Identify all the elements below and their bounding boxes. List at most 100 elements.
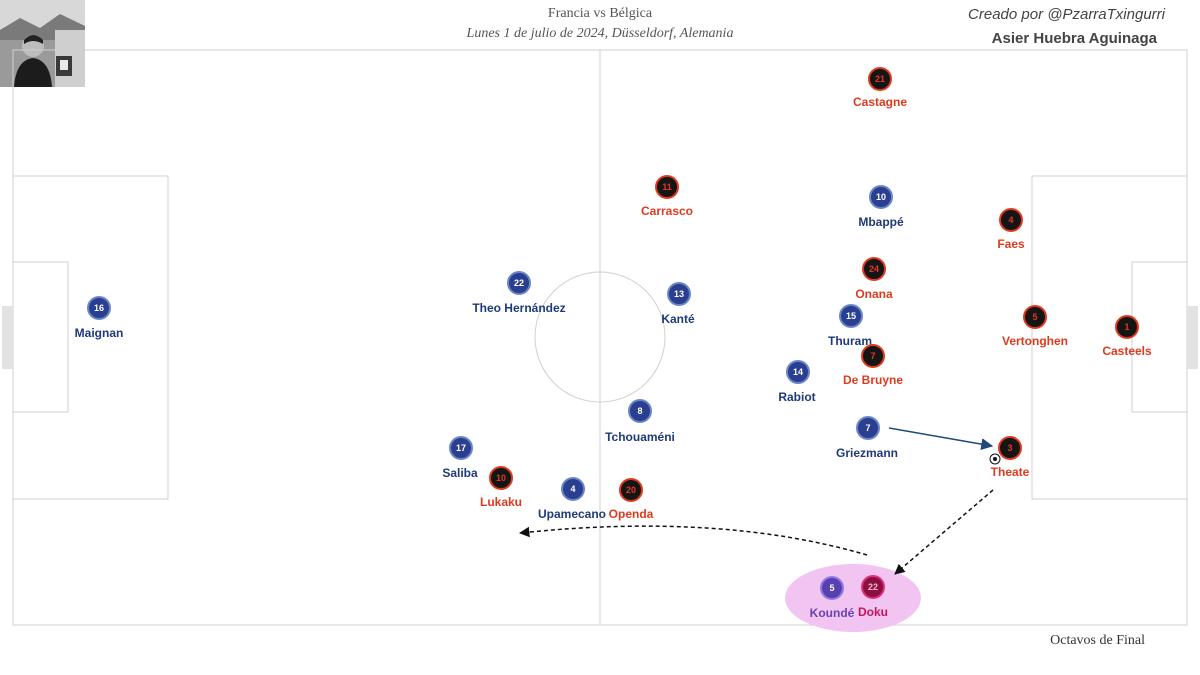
player-name: Casteels bbox=[1102, 344, 1152, 358]
center-circle bbox=[534, 271, 666, 403]
player-name: Saliba bbox=[442, 466, 478, 480]
player-vertonghen: 5 Vertonghen bbox=[1002, 305, 1068, 348]
player-castagne: 21 Castagne bbox=[853, 67, 907, 109]
player-number: 20 bbox=[626, 485, 636, 495]
player-mbappe: 10 Mbappé bbox=[858, 185, 904, 229]
player-number: 13 bbox=[674, 289, 684, 299]
player-marker bbox=[1023, 305, 1047, 329]
pass-arrow-doku-cross bbox=[518, 525, 868, 556]
player-name: Carrasco bbox=[641, 204, 693, 218]
player-name: Vertonghen bbox=[1002, 334, 1068, 348]
player-number: 5 bbox=[1032, 312, 1037, 322]
player-number: 17 bbox=[456, 443, 466, 453]
player-marker bbox=[1115, 315, 1139, 339]
player-marker bbox=[839, 304, 863, 328]
player-tchouameni: 8 Tchouaméni bbox=[605, 399, 675, 444]
player-marker bbox=[507, 271, 531, 295]
griezmann-run-arrow bbox=[888, 427, 994, 451]
player-name: Lukaku bbox=[480, 495, 522, 509]
ball-icon bbox=[989, 453, 1001, 465]
player-kounde: 5 Koundé bbox=[810, 576, 855, 620]
player-faes: 4 Faes bbox=[997, 208, 1025, 251]
player-kante: 13 Kanté bbox=[661, 282, 695, 326]
player-marker bbox=[856, 416, 880, 440]
player-marker bbox=[862, 257, 886, 281]
right-goal-area bbox=[1131, 261, 1188, 413]
match-title: Francia vs Bélgica bbox=[547, 6, 653, 21]
player-theo-hernandez: 22 Theo Hernández bbox=[472, 271, 566, 315]
player-marker bbox=[786, 360, 810, 384]
player-name: Castagne bbox=[853, 95, 907, 109]
player-openda: 20 Openda bbox=[609, 478, 654, 521]
player-marker bbox=[628, 399, 652, 423]
player-carrasco: 11 Carrasco bbox=[641, 175, 693, 218]
player-saliba: 17 Saliba bbox=[442, 436, 478, 480]
player-name: Theate bbox=[991, 465, 1030, 479]
player-name: Doku bbox=[858, 605, 888, 619]
left-goal bbox=[2, 306, 13, 369]
player-number: 4 bbox=[1008, 215, 1013, 225]
player-number: 7 bbox=[865, 423, 870, 433]
player-marker bbox=[449, 436, 473, 460]
player-number: 1 bbox=[1124, 322, 1129, 332]
player-name: Koundé bbox=[810, 606, 855, 620]
player-name: Maignan bbox=[75, 326, 124, 340]
player-marker bbox=[489, 466, 513, 490]
author-name: Asier Huebra Aguinaga bbox=[991, 30, 1157, 47]
player-name: Openda bbox=[609, 507, 654, 521]
player-marker bbox=[820, 576, 844, 600]
player-name: Griezmann bbox=[836, 446, 898, 460]
player-name: De Bruyne bbox=[843, 373, 903, 387]
player-griezmann: 7 Griezmann bbox=[836, 416, 898, 460]
player-lukaku: 10 Lukaku bbox=[480, 466, 522, 509]
player-upamecano: 4 Upamecano bbox=[538, 477, 606, 521]
player-onana: 24 Onana bbox=[855, 257, 893, 301]
player-marker bbox=[999, 208, 1023, 232]
player-number: 7 bbox=[870, 351, 875, 361]
player-number: 16 bbox=[94, 303, 104, 313]
player-de-bruyne: 7 De Bruyne bbox=[843, 344, 903, 387]
left-goal-area bbox=[12, 261, 69, 413]
player-marker bbox=[655, 175, 679, 199]
player-number: 21 bbox=[875, 74, 885, 84]
player-number: 4 bbox=[570, 484, 575, 494]
player-marker bbox=[861, 344, 885, 368]
player-name: Mbappé bbox=[858, 215, 904, 229]
player-number: 24 bbox=[869, 264, 879, 274]
player-casteels: 1 Casteels bbox=[1102, 315, 1152, 358]
player-number: 14 bbox=[793, 367, 803, 377]
author-photo bbox=[0, 0, 85, 87]
player-theate: 3 Theate bbox=[991, 436, 1030, 479]
player-number: 10 bbox=[496, 473, 506, 483]
credit-line: Creado por @PzarraTxingurri bbox=[968, 6, 1165, 23]
player-marker bbox=[619, 478, 643, 502]
player-name: Faes bbox=[997, 237, 1025, 251]
player-number: 22 bbox=[868, 582, 878, 592]
player-name: Onana bbox=[855, 287, 893, 301]
match-subtitle: Lunes 1 de julio de 2024, Düsseldorf, Al… bbox=[466, 26, 734, 41]
player-marker bbox=[869, 185, 893, 209]
player-name: Theo Hernández bbox=[472, 301, 565, 315]
player-name: Thuram bbox=[828, 334, 872, 348]
player-marker bbox=[87, 296, 111, 320]
player-marker bbox=[868, 67, 892, 91]
player-name: Upamecano bbox=[538, 507, 606, 521]
player-name: Kanté bbox=[661, 312, 695, 326]
player-marker bbox=[667, 282, 691, 306]
highlight-ellipse bbox=[785, 564, 921, 632]
player-marker bbox=[861, 575, 885, 599]
player-marker bbox=[561, 477, 585, 501]
player-maignan: 16 Maignan bbox=[75, 296, 124, 340]
right-goal bbox=[1187, 306, 1198, 369]
player-number: 3 bbox=[1007, 443, 1012, 453]
player-number: 15 bbox=[846, 311, 856, 321]
pass-arrow-theate-doku bbox=[894, 489, 994, 575]
player-number: 5 bbox=[829, 583, 834, 593]
player-thuram: 15 Thuram bbox=[828, 304, 872, 348]
player-marker bbox=[998, 436, 1022, 460]
player-number: 11 bbox=[662, 182, 672, 192]
round-label: Octavos de Final bbox=[1050, 633, 1145, 648]
player-doku: 22 Doku bbox=[858, 575, 888, 619]
player-number: 10 bbox=[876, 192, 886, 202]
